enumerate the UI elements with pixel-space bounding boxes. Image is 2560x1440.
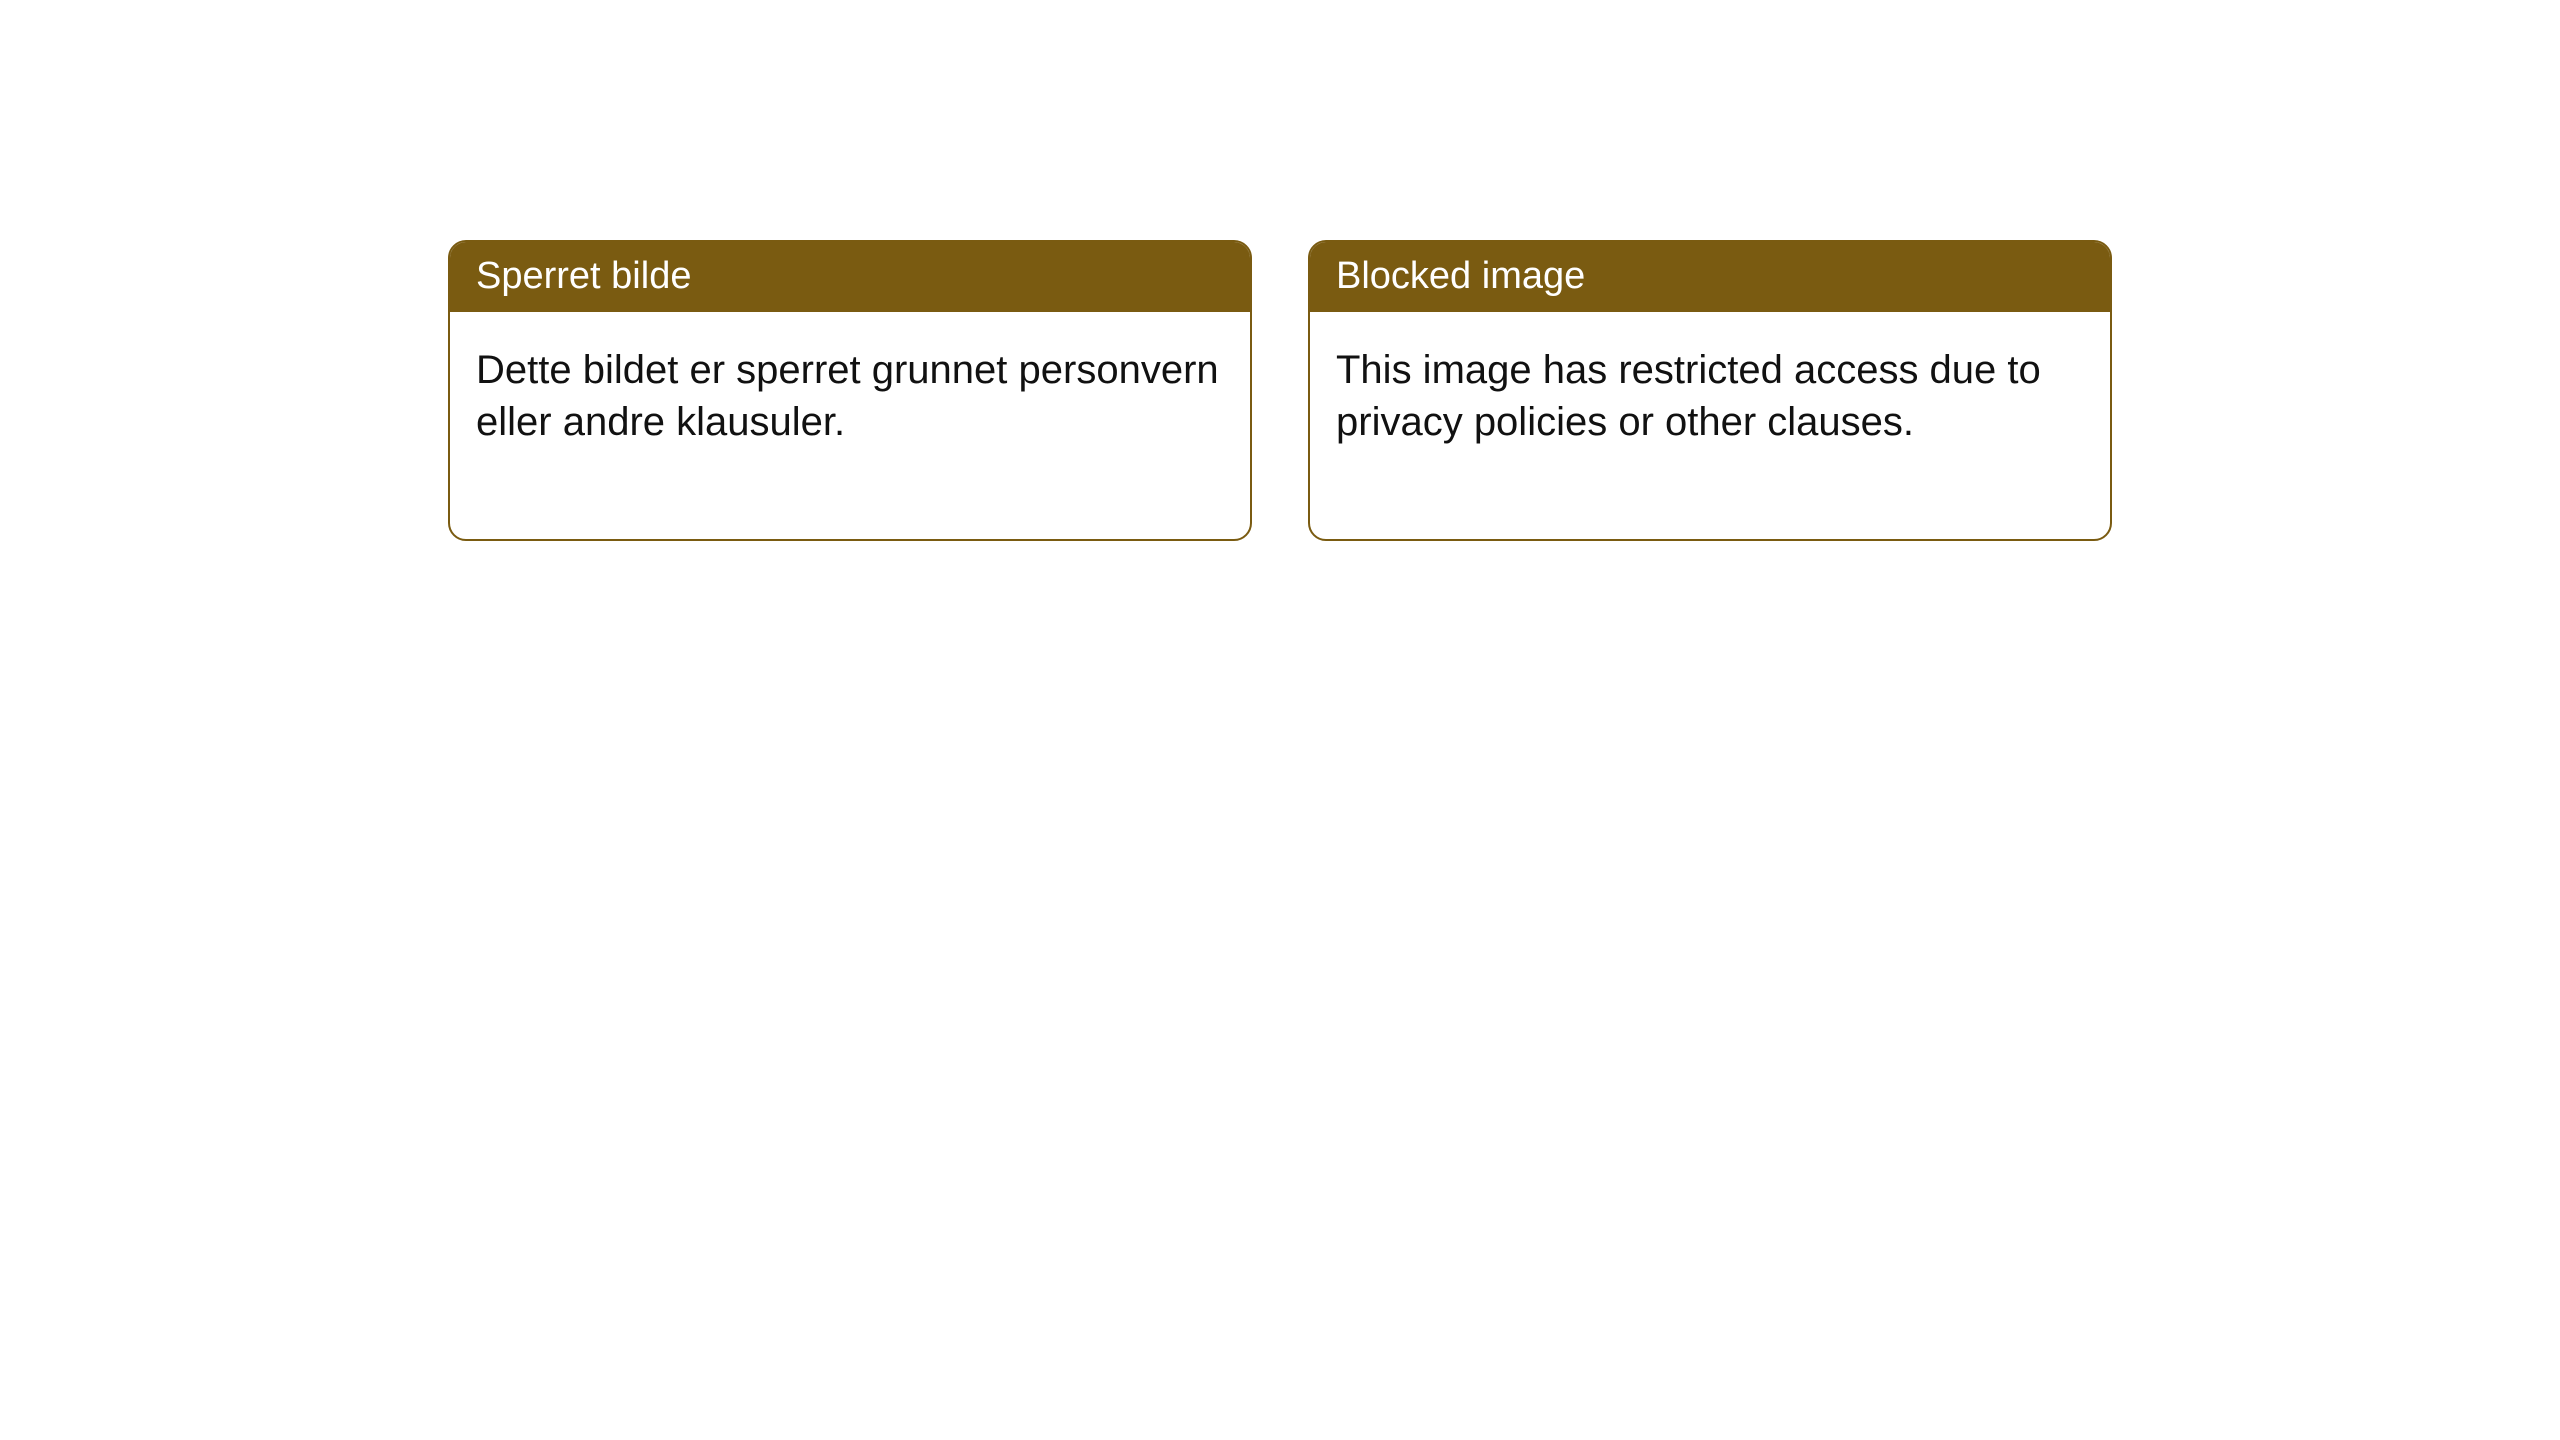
- notice-card-english: Blocked image This image has restricted …: [1308, 240, 2112, 541]
- notice-card-header: Sperret bilde: [450, 242, 1250, 312]
- notice-card-body: This image has restricted access due to …: [1310, 312, 2110, 540]
- notice-card-body: Dette bildet er sperret grunnet personve…: [450, 312, 1250, 540]
- notice-card-norwegian: Sperret bilde Dette bildet er sperret gr…: [448, 240, 1252, 541]
- notice-card-header: Blocked image: [1310, 242, 2110, 312]
- notice-cards-row: Sperret bilde Dette bildet er sperret gr…: [0, 0, 2560, 541]
